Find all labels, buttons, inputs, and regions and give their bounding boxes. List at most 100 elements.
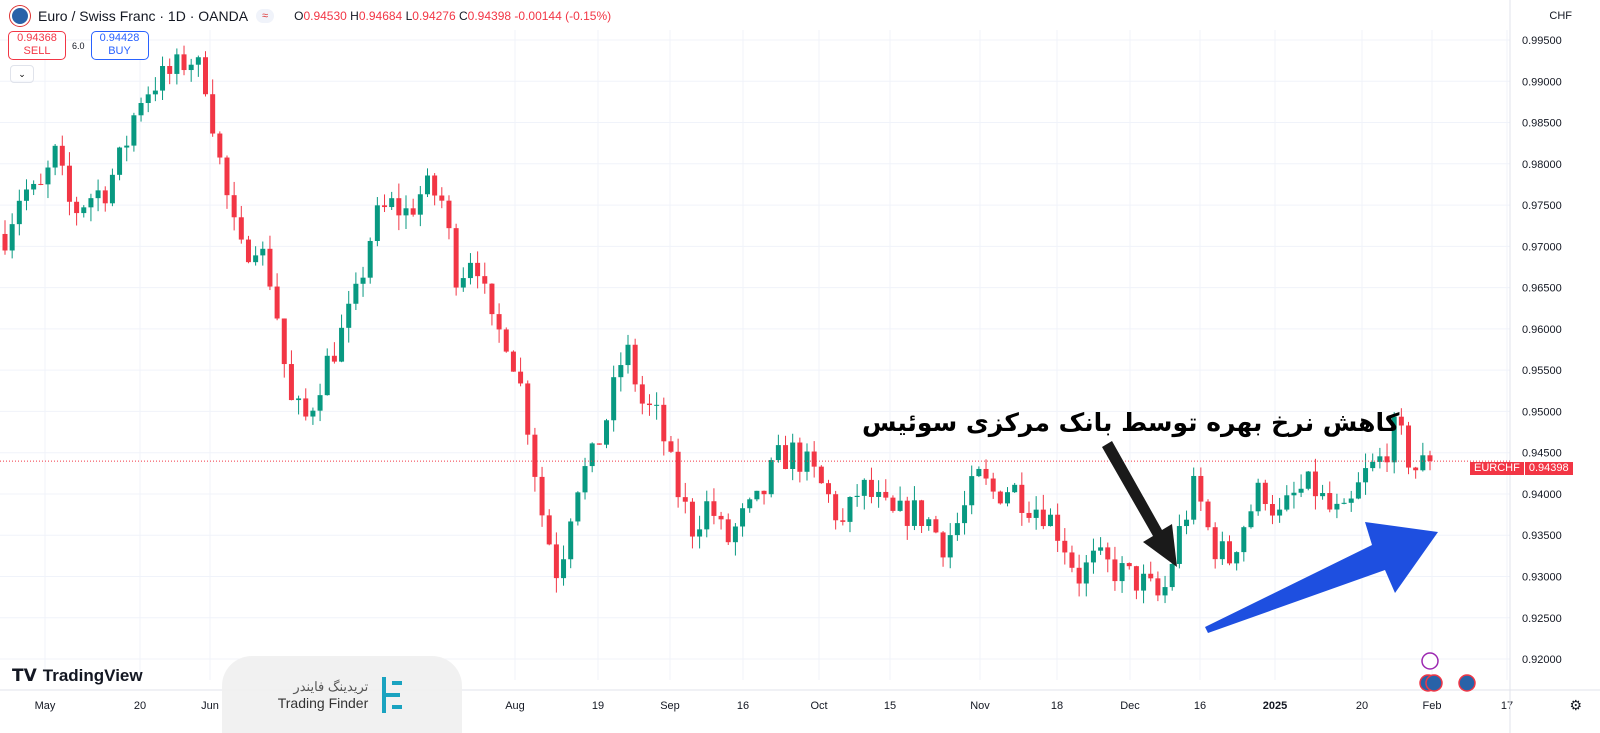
candle-body: [962, 505, 968, 524]
candle-body: [1033, 509, 1039, 518]
candle-body: [1133, 566, 1139, 591]
candle-body: [510, 351, 516, 372]
symbol-flag-icon: [10, 6, 30, 26]
candle-body: [203, 57, 209, 95]
candle-body: [553, 544, 559, 579]
x-tick-label: 20: [134, 700, 146, 712]
candle-body: [797, 442, 803, 472]
candle-body: [410, 208, 416, 215]
buy-label: BUY: [108, 45, 131, 57]
buy-button[interactable]: 0.94428 BUY: [90, 31, 149, 60]
candle-body: [1219, 541, 1225, 560]
tradingview-logo-icon: 𝗧𝗩: [12, 666, 37, 685]
settings-gear-icon[interactable]: ⚙: [1569, 697, 1582, 713]
candle-body: [460, 278, 466, 288]
candle-body: [31, 183, 37, 190]
candle-body: [432, 175, 438, 196]
candle-body: [503, 329, 509, 352]
candle-body: [396, 198, 402, 216]
currency-label[interactable]: CHF: [1549, 10, 1572, 22]
indicator-pill[interactable]: ≈: [256, 9, 275, 23]
candle-body: [1040, 509, 1046, 527]
candle-body: [1348, 498, 1354, 503]
candle-body: [339, 327, 345, 362]
candle-body: [1012, 484, 1018, 493]
x-tick-label: Jun: [201, 700, 219, 712]
candle-body: [1355, 482, 1361, 499]
candle-body: [768, 460, 774, 495]
candle-body: [1090, 550, 1096, 563]
candle-body: [1047, 514, 1053, 527]
candle-body: [682, 497, 688, 502]
candle-body: [95, 190, 101, 199]
y-tick-label: 0.95500: [1522, 365, 1562, 377]
candle-body: [1198, 475, 1204, 502]
candle-body: [310, 410, 316, 417]
candle-body: [482, 276, 488, 284]
candle-body: [274, 286, 280, 319]
blue-arrow-annotation: [1205, 522, 1438, 633]
sell-button[interactable]: 0.94368 SELL: [8, 31, 66, 60]
candle-body: [2, 233, 8, 251]
candle-body: [876, 491, 882, 497]
candle-body: [439, 195, 445, 201]
candle-body: [167, 66, 173, 74]
y-tick-label: 0.93000: [1522, 572, 1562, 584]
candle-body: [840, 520, 846, 522]
candle-body: [453, 228, 459, 288]
candle-body: [1191, 475, 1197, 520]
candle-body: [1363, 468, 1369, 483]
candle-body: [532, 434, 538, 477]
candle-body: [618, 365, 624, 378]
y-tick-label: 0.99500: [1522, 35, 1562, 47]
x-tick-label: 17: [1501, 700, 1513, 712]
candle-body: [1162, 587, 1168, 596]
candle-body: [1234, 552, 1240, 564]
candle-body: [1269, 504, 1275, 516]
candle-body: [825, 483, 831, 495]
candle-body: [1055, 514, 1061, 541]
candle-body: [1169, 563, 1175, 588]
candle-body: [604, 420, 610, 445]
candle-body: [639, 384, 645, 404]
candle-body: [52, 145, 58, 168]
tradingview-logo[interactable]: 𝗧𝗩 TradingView: [12, 666, 143, 686]
symbol-title[interactable]: Euro / Swiss Franc · 1D · OANDA: [38, 8, 249, 24]
price-tag-symbol: EURCHF: [1470, 462, 1524, 475]
trade-panel: 0.94368 SELL 6.0 0.94428 BUY: [8, 31, 149, 60]
candle-body: [1305, 471, 1311, 489]
candle-body: [1019, 484, 1025, 513]
candle-body: [1384, 456, 1390, 463]
candle-body: [1413, 467, 1419, 471]
candle-body: [245, 239, 251, 263]
candle-body: [231, 195, 237, 218]
candle-body: [1212, 527, 1218, 560]
chevron-down-icon[interactable]: ⌄: [10, 65, 34, 83]
candle-body: [367, 240, 373, 278]
x-tick-label: Oct: [810, 700, 827, 712]
low-label: L: [405, 9, 413, 23]
trading-finder-fa: تریدینگ فایندر: [293, 678, 369, 694]
candle-body: [811, 451, 817, 467]
candle-body: [632, 344, 638, 385]
candle-body: [1420, 455, 1426, 471]
x-tick-label: 16: [737, 700, 749, 712]
sell-price: 0.94368: [17, 32, 57, 44]
candle-body: [954, 523, 960, 536]
candle-body: [1005, 492, 1011, 504]
candle-body: [496, 314, 502, 330]
close-label: C: [459, 9, 468, 23]
candle-body: [1062, 540, 1068, 553]
candle-body: [761, 490, 767, 495]
candle-body: [711, 501, 717, 516]
x-tick-label: 16: [1194, 700, 1206, 712]
candle-body: [9, 224, 15, 251]
candle-body: [1327, 493, 1333, 510]
candle-body: [997, 491, 1003, 504]
candle-body: [1248, 511, 1254, 528]
high-label: H: [350, 9, 359, 23]
candle-body: [1320, 493, 1326, 497]
candle-body: [561, 559, 567, 579]
candle-body: [1284, 495, 1290, 510]
